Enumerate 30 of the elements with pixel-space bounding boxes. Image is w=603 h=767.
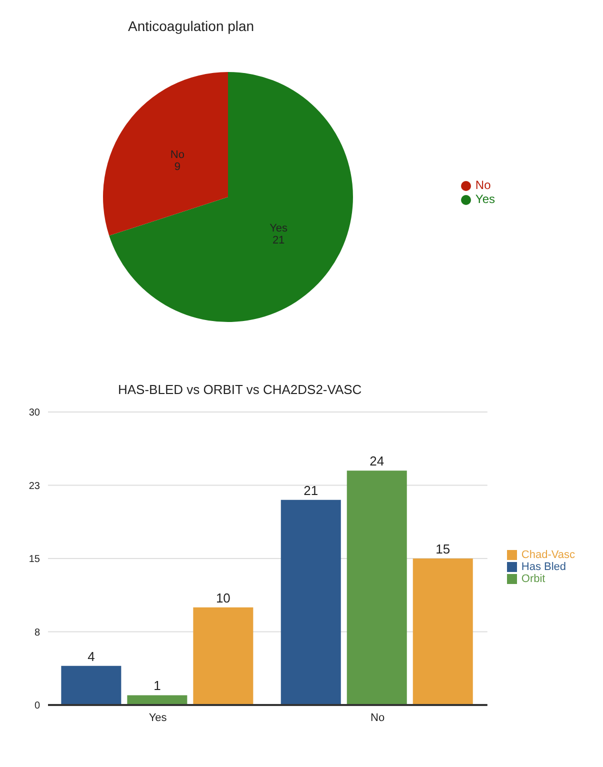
chart-title: Anticoagulation plan <box>127 17 256 36</box>
bar <box>280 500 341 705</box>
legend-label: Chad-Vasc <box>521 549 575 561</box>
bar <box>61 666 122 705</box>
y-tick-label: 30 <box>28 408 40 419</box>
bar <box>127 695 188 705</box>
pie-slice <box>103 72 228 236</box>
bar <box>412 558 473 705</box>
data-label: 9 <box>174 161 180 174</box>
y-tick-label: 8 <box>34 627 40 638</box>
bar <box>346 470 407 705</box>
data-label: 1 <box>154 678 161 694</box>
slice-label: No <box>170 149 184 162</box>
bar <box>193 607 254 705</box>
legend-label: Has Bled <box>521 561 566 573</box>
data-label: 21 <box>272 234 285 247</box>
pie-slice <box>109 72 353 322</box>
y-tick-label: 23 <box>28 480 40 492</box>
y-tick-label: 15 <box>28 554 40 566</box>
slice-label: Yes <box>270 222 288 235</box>
data-label: 21 <box>304 482 318 498</box>
legend-label: Orbit <box>521 573 546 585</box>
data-label: 4 <box>88 648 95 664</box>
legend-label: No <box>475 178 491 192</box>
data-label: 15 <box>436 542 450 556</box>
y-tick-label: 0 <box>34 700 40 712</box>
legend-label: Yes <box>475 192 495 206</box>
chart-title: HAS-BLED vs ORBIT vs CHA2DS2-VASC <box>117 382 363 399</box>
data-label: 10 <box>216 590 230 606</box>
data-label: 24 <box>370 454 384 469</box>
